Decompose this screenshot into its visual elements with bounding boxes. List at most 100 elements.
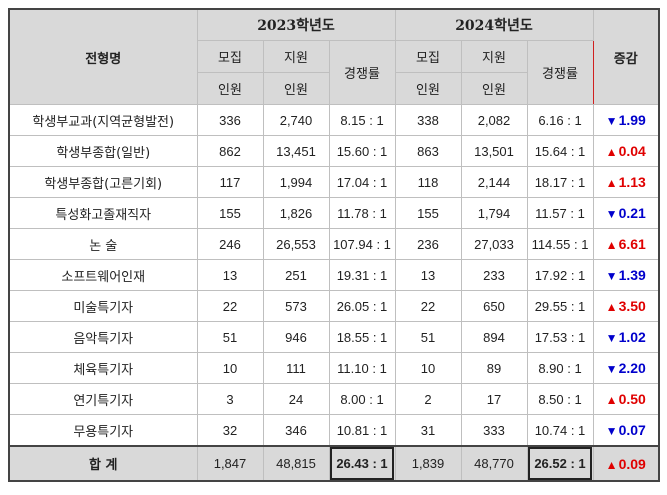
apply-2023-cell: 2,740 [262, 104, 330, 136]
recruit-2024-cell: 51 [394, 321, 462, 353]
type-name-cell: 학생부종합(일반) [8, 135, 198, 167]
total-apply-2023: 48,815 [262, 445, 330, 482]
change-cell: ▲0.04 [592, 135, 660, 167]
change-cell: ▲0.50 [592, 383, 660, 415]
ratio-2023-cell: 10.81 : 1 [328, 414, 396, 447]
down-arrow-icon: ▼ [605, 362, 618, 376]
table-body: 학생부교과(지역균형발전) 336 2,740 8.15 : 1 338 2,082 6.1… [8, 104, 660, 482]
table-row: 학생부종합(일반) 862 13,451 15.60 : 1 863 13,501 15.6… [8, 135, 660, 167]
change-cell: ▼1.99 [592, 104, 660, 136]
header-apply-2023-unit: 인원 [262, 72, 330, 105]
up-arrow-icon: ▲ [605, 145, 618, 159]
total-change-value: 0.09 [618, 455, 646, 472]
change-value: 1.13 [618, 174, 646, 190]
change-cell: ▲1.13 [592, 166, 660, 198]
recruit-2024-cell: 2 [394, 383, 462, 415]
header-apply-2023: 지원 [262, 40, 330, 73]
ratio-2024-cell: 18.17 : 1 [526, 166, 594, 198]
change-cell: ▼1.39 [592, 259, 660, 291]
recruit-2023-cell: 117 [196, 166, 264, 198]
table-row: 미술특기자 22 573 26.05 : 1 22 650 29.55 : 1 ▲3.50 [8, 290, 660, 322]
ratio-2024-cell: 17.53 : 1 [526, 321, 594, 353]
total-label: 합 계 [8, 445, 198, 482]
type-name-cell: 소프트웨어인재 [8, 259, 198, 291]
total-apply-2024: 48,770 [460, 445, 528, 482]
recruit-2024-cell: 10 [394, 352, 462, 384]
ratio-2023-cell: 15.60 : 1 [328, 135, 396, 167]
admission-table-container: 전형명 2023학년도 2024학년도 증감 모집 지원 경쟁률 모집 지원 경… [8, 8, 660, 482]
apply-2024-cell: 89 [460, 352, 528, 384]
total-ratio-2024: 26.52 : 1 [526, 445, 594, 482]
type-name-cell: 무용특기자 [8, 414, 198, 447]
change-value: 0.21 [618, 205, 646, 221]
total-recruit-2023: 1,847 [196, 445, 264, 482]
change-value: 3.50 [618, 298, 646, 314]
recruit-2023-cell: 862 [196, 135, 264, 167]
apply-2024-cell: 894 [460, 321, 528, 353]
apply-2024-cell: 2,082 [460, 104, 528, 136]
apply-2024-cell: 13,501 [460, 135, 528, 167]
ratio-2023-cell: 11.10 : 1 [328, 352, 396, 384]
recruit-2023-cell: 246 [196, 228, 264, 260]
change-cell: ▼2.20 [592, 352, 660, 384]
type-name-cell: 특성화고졸재직자 [8, 197, 198, 229]
apply-2023-cell: 1,826 [262, 197, 330, 229]
ratio-2024-cell: 10.74 : 1 [526, 414, 594, 447]
type-name-cell: 논 술 [8, 228, 198, 260]
down-arrow-icon: ▼ [605, 114, 618, 128]
recruit-2023-cell: 22 [196, 290, 264, 322]
table-row: 음악특기자 51 946 18.55 : 1 51 894 17.53 : 1 ▼1.02 [8, 321, 660, 353]
table-row: 무용특기자 32 346 10.81 : 1 31 333 10.74 : 1 ▼0.07 [8, 414, 660, 447]
apply-2024-cell: 233 [460, 259, 528, 291]
header-year-2023: 2023학년도 [196, 8, 396, 41]
up-arrow-icon: ▲ [605, 300, 618, 314]
ratio-2024-cell: 8.50 : 1 [526, 383, 594, 415]
total-change: ▲0.09 [592, 445, 660, 482]
down-arrow-icon: ▼ [605, 424, 618, 438]
ratio-2024-cell: 6.16 : 1 [526, 104, 594, 136]
type-name-cell: 체육특기자 [8, 352, 198, 384]
header-year-2024: 2024학년도 [394, 8, 594, 41]
type-name-cell: 학생부종합(고른기회) [8, 166, 198, 198]
down-arrow-icon: ▼ [605, 331, 618, 345]
header-recruit-2024: 모집 [394, 40, 462, 73]
apply-2024-cell: 27,033 [460, 228, 528, 260]
ratio-2023-cell: 18.55 : 1 [328, 321, 396, 353]
down-arrow-icon: ▼ [605, 269, 618, 283]
table-row: 연기특기자 3 24 8.00 : 1 2 17 8.50 : 1 ▲0.50 [8, 383, 660, 415]
apply-2023-cell: 1,994 [262, 166, 330, 198]
ratio-2024-cell: 29.55 : 1 [526, 290, 594, 322]
ratio-2023-cell: 107.94 : 1 [328, 228, 396, 260]
total-ratio-2023: 26.43 : 1 [328, 445, 396, 482]
apply-2023-cell: 111 [262, 352, 330, 384]
ratio-2024-cell: 8.90 : 1 [526, 352, 594, 384]
change-cell: ▲3.50 [592, 290, 660, 322]
ratio-2023-cell: 11.78 : 1 [328, 197, 396, 229]
recruit-2023-cell: 10 [196, 352, 264, 384]
header-type: 전형명 [8, 8, 198, 105]
change-cell: ▼0.07 [592, 414, 660, 447]
apply-2024-cell: 2,144 [460, 166, 528, 198]
apply-2023-cell: 13,451 [262, 135, 330, 167]
table-row: 체육특기자 10 111 11.10 : 1 10 89 8.90 : 1 ▼2.20 [8, 352, 660, 384]
up-arrow-icon: ▲ [605, 176, 618, 190]
ratio-2024-cell: 114.55 : 1 [526, 228, 594, 260]
apply-2023-cell: 573 [262, 290, 330, 322]
apply-2023-cell: 946 [262, 321, 330, 353]
recruit-2023-cell: 13 [196, 259, 264, 291]
header-apply-2024-unit: 인원 [460, 72, 528, 105]
type-name-cell: 학생부교과(지역균형발전) [8, 104, 198, 136]
ratio-2023-cell: 26.05 : 1 [328, 290, 396, 322]
header-recruit-2024-unit: 인원 [394, 72, 462, 105]
recruit-2024-cell: 118 [394, 166, 462, 198]
change-cell: ▼1.02 [592, 321, 660, 353]
change-value: 1.99 [618, 112, 646, 128]
type-name-cell: 음악특기자 [8, 321, 198, 353]
total-recruit-2024: 1,839 [394, 445, 462, 482]
change-value: 0.07 [618, 422, 646, 438]
apply-2024-cell: 333 [460, 414, 528, 447]
header-change: 증감 [592, 8, 660, 105]
change-value: 0.50 [618, 391, 646, 407]
recruit-2023-cell: 32 [196, 414, 264, 447]
recruit-2023-cell: 51 [196, 321, 264, 353]
